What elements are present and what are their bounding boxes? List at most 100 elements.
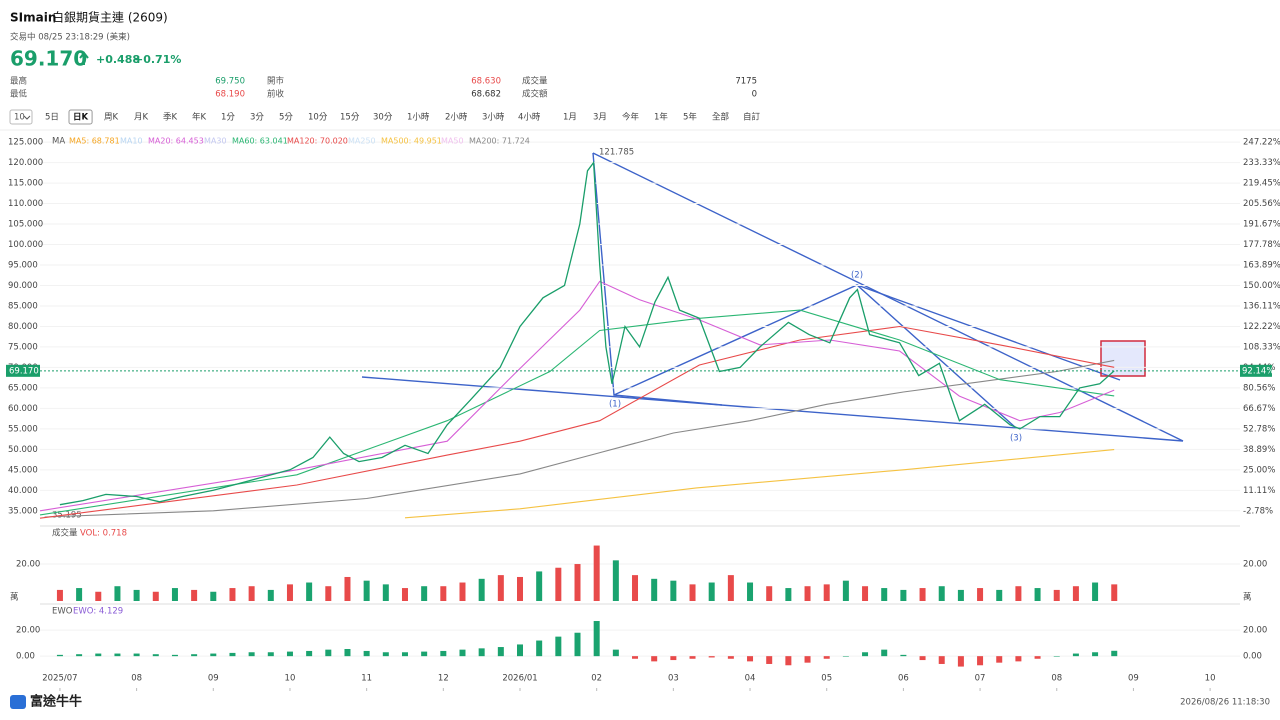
volume-unit: 萬 — [10, 592, 19, 603]
bar — [1092, 582, 1099, 601]
x-tick-label: 02 — [591, 674, 602, 684]
period-button[interactable]: 年K — [192, 112, 207, 123]
bar — [133, 653, 140, 657]
y2-tick-label: 20.00 — [1243, 560, 1267, 570]
bar — [919, 588, 926, 601]
ewo-title: EWO — [52, 607, 73, 617]
y2-tick-label: 25.00% — [1243, 465, 1275, 475]
period-button[interactable]: 2小時 — [445, 112, 468, 123]
period-button[interactable]: 自訂 — [743, 112, 761, 123]
period-button[interactable]: 全部 — [712, 112, 730, 123]
bar — [977, 588, 984, 601]
bar — [210, 653, 217, 657]
period-button[interactable]: 5日 — [45, 113, 59, 123]
y2-tick-label: 233.33% — [1243, 158, 1280, 168]
channel-line — [613, 394, 723, 406]
bar — [574, 632, 581, 657]
volume-title: 成交量 — [52, 528, 78, 539]
period-button[interactable]: 10分 — [308, 113, 328, 123]
bar — [95, 653, 102, 657]
y2-tick-label: 80.56% — [1243, 383, 1275, 393]
peak-label: 121.785 — [599, 148, 634, 158]
bar — [1092, 652, 1099, 657]
bar — [842, 580, 849, 601]
bar — [574, 564, 581, 601]
y2-tick-label: 38.89% — [1243, 445, 1275, 455]
status: 交易中 08/25 23:18:29 (美東) — [10, 32, 130, 43]
target-box — [1100, 340, 1146, 377]
legend-item: MA20: 64.453 — [148, 137, 204, 146]
wave-label: (3) — [1010, 434, 1022, 444]
period-button[interactable]: 4小時 — [518, 112, 541, 123]
active-period[interactable] — [68, 109, 93, 125]
wave-label: (2) — [851, 271, 863, 281]
instrument-name: 白銀期貨主連 (2609) — [52, 10, 168, 25]
bar — [248, 652, 255, 657]
last-pct-box — [1240, 364, 1272, 377]
bar — [459, 649, 466, 657]
period-button[interactable]: 1分 — [221, 113, 235, 123]
bar — [344, 649, 351, 657]
stat-value: 69.750 — [215, 77, 245, 87]
bar — [133, 589, 140, 601]
bar — [555, 567, 562, 601]
bar — [957, 656, 964, 667]
legend-item: MA10 — [120, 137, 143, 146]
y2-tick-label: 108.33% — [1243, 342, 1280, 352]
period-button[interactable]: 30分 — [373, 113, 393, 123]
period-button[interactable]: 1小時 — [407, 112, 430, 123]
y-tick-label: 75.000 — [8, 342, 38, 352]
period-button[interactable]: 3月 — [593, 113, 607, 123]
bar — [440, 650, 447, 657]
stat-label: 最高 — [10, 76, 27, 87]
period-button[interactable]: 5分 — [279, 113, 293, 123]
period-button[interactable]: 15分 — [340, 113, 360, 123]
stat-label: 成交額 — [522, 89, 548, 100]
bar — [632, 656, 639, 659]
bar — [171, 588, 178, 601]
bar — [497, 575, 504, 601]
bar — [363, 580, 370, 601]
period-button[interactable]: 周K — [104, 113, 119, 123]
period-button[interactable]: 1年 — [654, 112, 668, 123]
symbol: SImain — [10, 11, 56, 25]
brand-logo — [10, 695, 26, 709]
ma-line — [44, 359, 1115, 518]
bar — [1053, 589, 1060, 601]
ma-line — [39, 325, 1115, 519]
bar — [286, 651, 293, 657]
last-pct-label: 92.14% — [1242, 366, 1274, 376]
selector-box[interactable] — [9, 109, 33, 125]
change: +0.488 — [96, 53, 140, 66]
x-tick-label: 06 — [898, 674, 909, 684]
selector[interactable]: 10 — [14, 113, 25, 123]
bar — [191, 654, 198, 657]
bar — [363, 650, 370, 657]
period-button[interactable]: 3分 — [250, 113, 264, 123]
up-arrow — [79, 51, 89, 65]
period-button[interactable]: 今年 — [622, 112, 640, 123]
upper-trend — [592, 152, 1184, 442]
bar — [421, 651, 428, 657]
bar — [517, 576, 523, 601]
bar — [1072, 653, 1079, 657]
period-button[interactable]: 1月 — [563, 113, 577, 123]
period-button[interactable]: 3小時 — [482, 112, 505, 123]
period-button[interactable]: 5年 — [683, 112, 697, 123]
bar — [325, 649, 332, 657]
bar — [306, 650, 313, 657]
bar — [1053, 656, 1060, 657]
bar — [1034, 656, 1041, 659]
y-tick-label: 90.000 — [8, 281, 38, 291]
bar — [823, 656, 830, 659]
period-button[interactable]: 月K — [134, 113, 149, 123]
bar — [1015, 586, 1022, 601]
period-button[interactable]: 日K — [73, 113, 89, 123]
x-tick-label: 12 — [438, 674, 449, 684]
x-tick-label: 11 — [361, 674, 372, 684]
bar — [401, 652, 408, 657]
bar — [517, 644, 523, 657]
bar — [1111, 650, 1118, 657]
period-button[interactable]: 季K — [163, 112, 178, 123]
x-tick-label: 2025/07 — [42, 674, 77, 684]
